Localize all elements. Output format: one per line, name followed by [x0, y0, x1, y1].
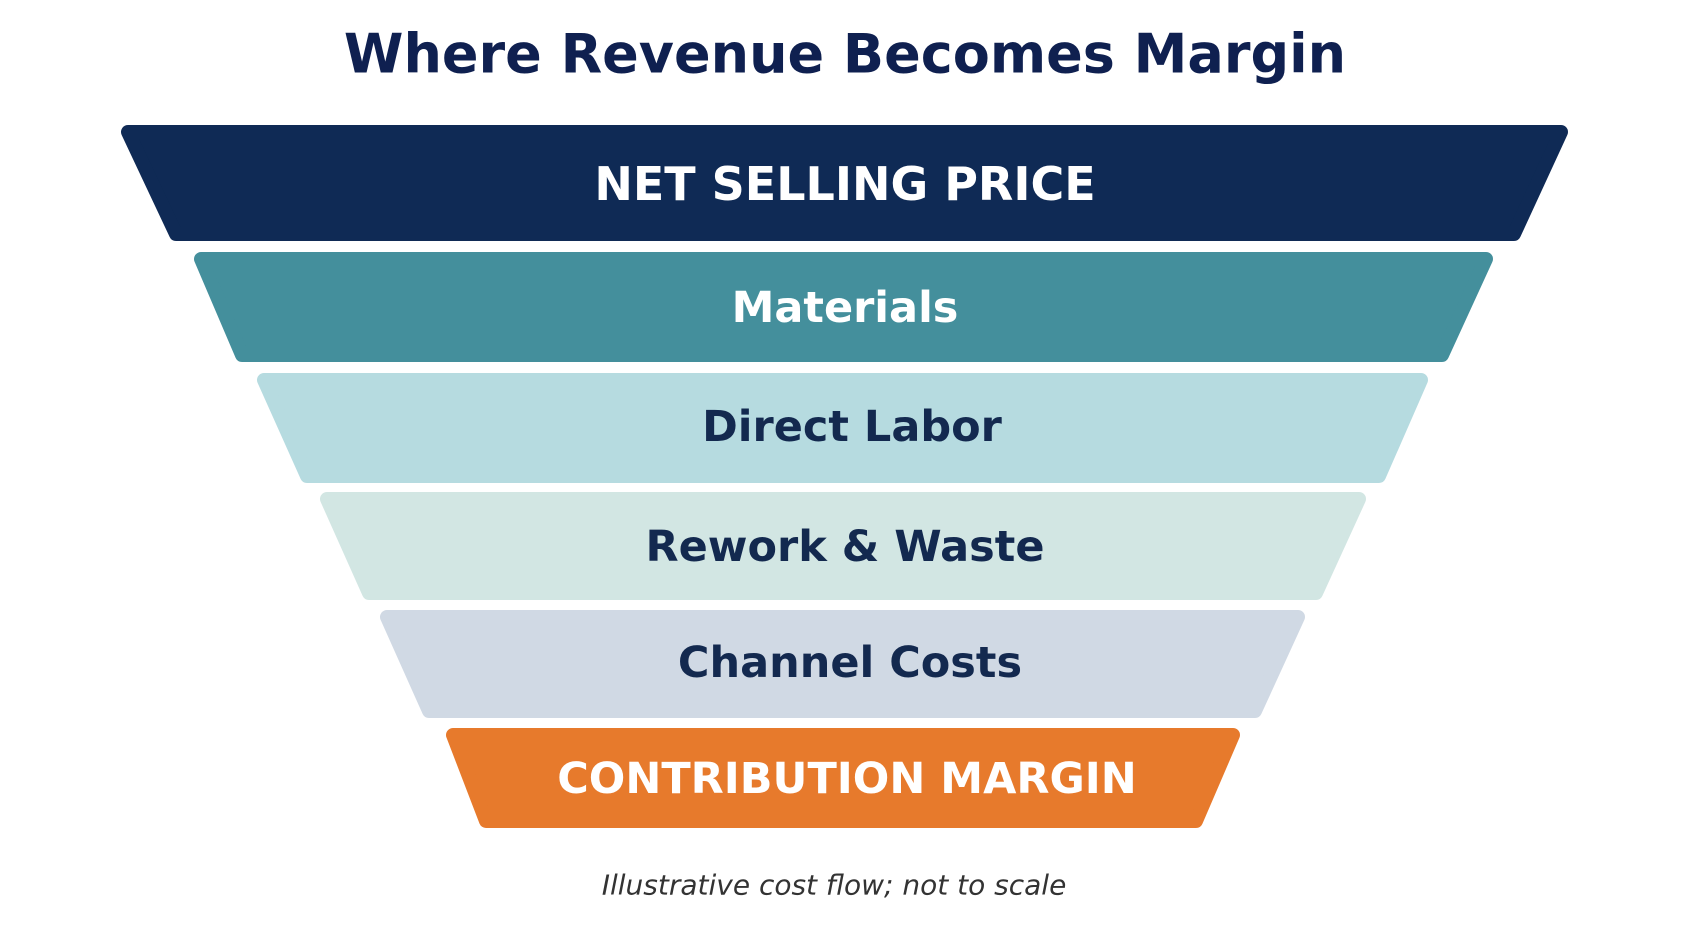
- funnel-stage: [320, 492, 1366, 600]
- funnel-stage: [380, 610, 1305, 718]
- stage-label: Rework & Waste: [645, 522, 1044, 572]
- funnel-stage: [446, 728, 1240, 828]
- stage-label: Materials: [732, 283, 959, 333]
- stage-label: CONTRIBUTION MARGIN: [557, 754, 1137, 804]
- stage-label: Direct Labor: [702, 402, 1003, 452]
- stage-label: Channel Costs: [678, 638, 1022, 688]
- note: Illustrative cost flow; not to scale: [602, 869, 1067, 902]
- funnel-stage: [194, 252, 1493, 362]
- title: Where Revenue Becomes Margin: [344, 23, 1346, 86]
- funnel-stage: [121, 125, 1568, 241]
- funnel-stage: [257, 373, 1428, 483]
- stage-label: NET SELLING PRICE: [594, 157, 1095, 211]
